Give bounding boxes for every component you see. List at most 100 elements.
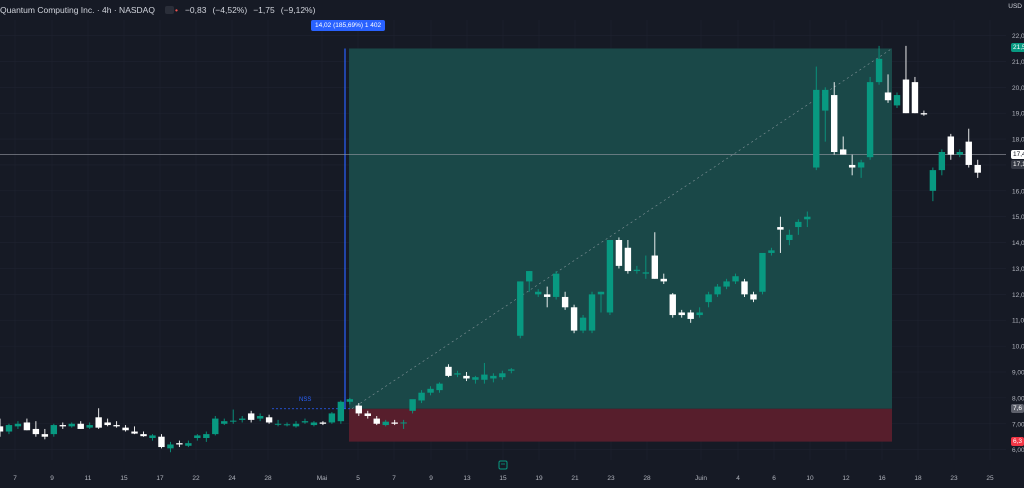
candle-body	[750, 294, 757, 300]
y-tick-label: 20,00	[1012, 85, 1024, 92]
candle	[678, 309, 685, 318]
x-tick-label: 6	[772, 475, 776, 482]
candle	[669, 293, 676, 318]
candle-body	[938, 152, 946, 171]
candle	[463, 372, 470, 382]
candle-body	[911, 82, 919, 114]
candle-body	[454, 373, 461, 375]
x-tick-label: 5	[356, 475, 360, 482]
candle	[857, 159, 865, 178]
candle	[705, 291, 712, 308]
candle-body	[687, 312, 694, 319]
candle-body	[472, 377, 479, 380]
candle-body	[597, 291, 605, 295]
y-tick-label: 22,00	[1012, 33, 1024, 40]
y-tick-label: 13,00	[1012, 266, 1024, 273]
candle	[875, 45, 883, 85]
candle-body	[400, 422, 407, 424]
candle	[68, 422, 75, 428]
candle	[149, 434, 156, 441]
candle	[866, 76, 874, 160]
change-abs: −0,83	[184, 5, 207, 15]
candle	[391, 419, 398, 426]
stop-price-tag: 6,3	[1011, 436, 1024, 446]
candle-body	[561, 296, 569, 308]
entry-label: NSS	[299, 397, 311, 403]
candle	[481, 362, 488, 384]
candle-body	[301, 421, 309, 423]
candle-body	[902, 79, 910, 114]
x-axis-labels: 7 9 11 15 17 22 24 28 Mai 5 7 9 13 15 19 21 23 28 Juin 4 6 10…	[13, 475, 994, 482]
candle-body	[5, 425, 13, 432]
candle	[158, 434, 165, 449]
candles	[0, 45, 981, 453]
candle-body	[956, 152, 963, 155]
calendar-icon[interactable]	[498, 460, 508, 470]
candle-body	[149, 435, 156, 438]
candle	[14, 421, 22, 429]
currency-label[interactable]: USD	[1008, 3, 1022, 10]
candle	[777, 216, 784, 253]
candle-body	[32, 428, 40, 435]
measure-label[interactable]: 14,02 (185,69%) 1 402	[311, 20, 386, 31]
y-tick-label: 8,00	[1012, 395, 1024, 402]
candle-body	[238, 418, 246, 420]
candle	[588, 291, 596, 334]
candle-body	[319, 422, 327, 424]
x-tick-label: 19	[535, 475, 543, 482]
price-axis[interactable]	[1008, 0, 1024, 488]
candle-body	[606, 240, 614, 313]
x-tick-label: Juin	[695, 475, 707, 482]
candle	[328, 412, 336, 424]
candle-body	[95, 417, 102, 428]
candle	[212, 416, 219, 436]
candle	[508, 368, 515, 374]
change-pct: (−4,52%)	[212, 5, 248, 15]
candle-body	[203, 434, 210, 438]
candle-body	[86, 425, 93, 428]
x-tick-label: 22	[192, 475, 200, 482]
candle-body	[50, 425, 58, 435]
x-tick-label: 15	[120, 475, 128, 482]
target-price-tag: 21,5	[1011, 43, 1024, 53]
candle	[633, 265, 641, 274]
candle	[292, 421, 300, 428]
candle-body	[857, 162, 865, 168]
candle-body	[974, 164, 981, 173]
candle	[570, 304, 578, 334]
crosshair-price-tag: 17,4	[1011, 149, 1024, 159]
candle-body	[759, 252, 766, 292]
status-dot-icon: •	[174, 5, 178, 15]
candle-body	[929, 170, 937, 191]
candle	[50, 423, 58, 437]
candle	[795, 219, 802, 235]
loss-zone[interactable]	[349, 408, 892, 442]
candle-body	[786, 234, 793, 240]
candle	[499, 370, 506, 380]
candle	[122, 425, 129, 432]
candle	[59, 422, 66, 429]
candle	[41, 428, 49, 440]
candle	[0, 418, 4, 437]
candle-body	[795, 221, 802, 228]
candle	[221, 418, 228, 426]
x-tick-label: 18	[914, 475, 922, 482]
y-tick-label: 6,00	[1012, 447, 1024, 454]
candle-body	[804, 216, 811, 220]
candle	[543, 286, 551, 308]
candle	[723, 278, 730, 290]
candle	[194, 434, 201, 441]
candle-body	[140, 434, 147, 437]
candle-body	[355, 405, 362, 414]
candle	[552, 271, 560, 300]
candle	[436, 382, 443, 393]
candle	[920, 110, 928, 116]
candle-body	[221, 421, 228, 424]
candle	[615, 237, 623, 269]
symbol-title[interactable]: Quantum Computing Inc. · 4h · NASDAQ	[0, 5, 155, 15]
candle-body	[490, 375, 497, 379]
minus-icon[interactable]	[164, 6, 174, 14]
x-tick-label: 7	[392, 475, 396, 482]
candle	[911, 76, 919, 114]
